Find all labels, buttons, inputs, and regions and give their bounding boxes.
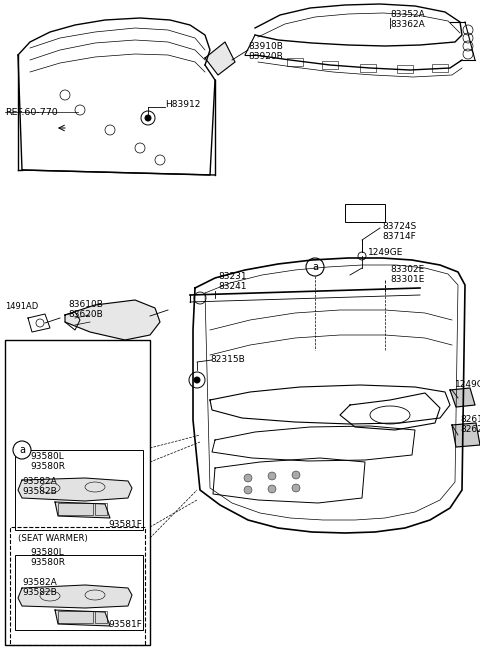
Polygon shape <box>55 502 110 518</box>
Polygon shape <box>65 300 160 340</box>
Circle shape <box>244 474 252 482</box>
Text: 83241: 83241 <box>218 282 247 291</box>
Text: 93582B: 93582B <box>22 588 57 597</box>
Text: 93580L: 93580L <box>30 452 64 461</box>
Text: 83301E: 83301E <box>390 275 424 284</box>
Bar <box>58 611 93 623</box>
Circle shape <box>292 471 300 479</box>
Text: 83610B: 83610B <box>68 300 103 309</box>
Text: 93582A: 93582A <box>22 578 57 587</box>
Bar <box>58 503 93 515</box>
Text: 83920B: 83920B <box>248 52 283 61</box>
Circle shape <box>268 472 276 480</box>
Bar <box>397 65 413 73</box>
Text: 83302E: 83302E <box>390 265 424 274</box>
Bar <box>432 64 448 72</box>
Text: 83724S: 83724S <box>382 222 416 231</box>
Text: 93580L: 93580L <box>30 548 64 557</box>
Polygon shape <box>452 423 480 447</box>
Circle shape <box>306 258 324 276</box>
Polygon shape <box>55 610 110 626</box>
Polygon shape <box>450 388 475 407</box>
Text: a: a <box>19 445 25 455</box>
Text: 93580R: 93580R <box>30 558 65 567</box>
Text: 93580R: 93580R <box>30 462 65 471</box>
Bar <box>5 340 150 645</box>
Circle shape <box>292 484 300 492</box>
Bar <box>15 450 143 530</box>
Text: (SEAT WARMER): (SEAT WARMER) <box>18 534 88 543</box>
Circle shape <box>13 441 31 459</box>
Bar <box>360 64 376 72</box>
Text: a: a <box>312 262 318 272</box>
Circle shape <box>244 486 252 494</box>
Text: 82619: 82619 <box>460 415 480 424</box>
Text: 83714F: 83714F <box>382 232 416 241</box>
Text: 1491AD: 1491AD <box>5 302 38 311</box>
Text: 83231: 83231 <box>218 272 247 281</box>
Circle shape <box>268 485 276 493</box>
Text: 83362A: 83362A <box>390 20 425 29</box>
Bar <box>15 555 143 630</box>
Bar <box>287 58 303 66</box>
Text: 93582A: 93582A <box>22 477 57 486</box>
Text: 93582B: 93582B <box>22 487 57 496</box>
Polygon shape <box>18 585 132 608</box>
Text: 82315B: 82315B <box>210 355 245 364</box>
Bar <box>345 204 385 222</box>
Polygon shape <box>18 478 132 501</box>
Text: 93581F: 93581F <box>108 620 142 629</box>
Circle shape <box>194 377 200 383</box>
Text: 83910B: 83910B <box>248 42 283 51</box>
Text: 93581F: 93581F <box>108 520 142 529</box>
Polygon shape <box>205 42 235 75</box>
Circle shape <box>145 115 151 121</box>
Text: 83352A: 83352A <box>390 10 425 19</box>
Text: H83912: H83912 <box>165 100 200 109</box>
Bar <box>95 611 107 623</box>
Text: REF.60-770: REF.60-770 <box>5 108 58 117</box>
Bar <box>322 61 338 69</box>
Text: 1249GE: 1249GE <box>455 380 480 389</box>
Text: 83620B: 83620B <box>68 310 103 319</box>
Text: 1249GE: 1249GE <box>368 248 403 257</box>
Bar <box>10 527 145 645</box>
Text: 82629: 82629 <box>460 425 480 434</box>
Bar <box>95 503 107 515</box>
